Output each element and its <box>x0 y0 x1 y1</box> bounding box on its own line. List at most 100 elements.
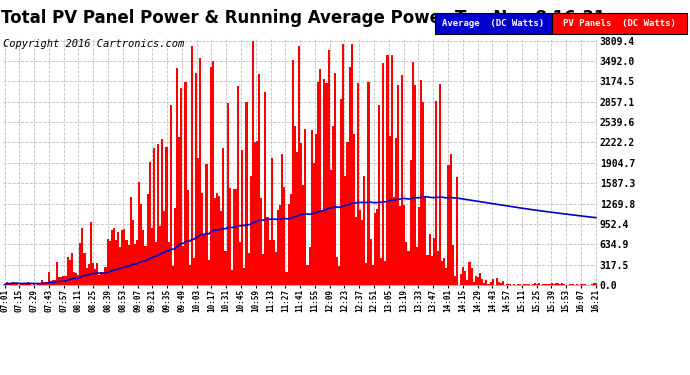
Bar <box>410 160 412 285</box>
Bar <box>136 240 138 285</box>
Bar <box>422 102 424 285</box>
Bar <box>298 46 300 285</box>
Bar <box>33 284 35 285</box>
Bar <box>359 210 361 285</box>
Text: Total PV Panel Power & Running Average Power Tue Nov 8 16:31: Total PV Panel Power & Running Average P… <box>1 9 606 27</box>
Bar <box>485 280 487 285</box>
Bar <box>544 284 546 285</box>
Bar <box>376 209 378 285</box>
Bar <box>492 279 494 285</box>
Bar <box>256 141 258 285</box>
Bar <box>153 148 155 285</box>
Bar <box>477 277 479 285</box>
Bar <box>197 158 199 285</box>
Bar <box>397 85 399 285</box>
Bar <box>433 238 435 285</box>
Bar <box>178 137 180 285</box>
Text: Copyright 2016 Cartronics.com: Copyright 2016 Cartronics.com <box>3 39 185 50</box>
Bar <box>561 284 563 285</box>
Bar <box>424 196 426 285</box>
Bar <box>96 263 98 285</box>
Bar <box>563 284 565 285</box>
Bar <box>370 239 372 285</box>
Bar <box>161 139 164 285</box>
Bar <box>559 284 561 285</box>
Bar <box>498 282 500 285</box>
Bar <box>445 268 447 285</box>
Bar <box>14 283 16 285</box>
Bar <box>388 136 391 285</box>
Bar <box>235 189 237 285</box>
Bar <box>328 50 330 285</box>
Bar <box>176 68 178 285</box>
Bar <box>412 62 414 285</box>
Bar <box>164 211 166 285</box>
Bar <box>595 284 597 285</box>
Bar <box>155 242 157 285</box>
Bar <box>148 162 150 285</box>
Bar <box>201 193 204 285</box>
Bar <box>435 101 437 285</box>
Bar <box>593 284 595 285</box>
Bar <box>502 281 504 285</box>
Bar <box>340 99 342 285</box>
Bar <box>386 56 388 285</box>
Bar <box>138 182 140 285</box>
Bar <box>239 242 241 285</box>
Bar <box>418 207 420 285</box>
Bar <box>279 206 282 285</box>
Bar <box>351 44 353 285</box>
Bar <box>393 197 395 285</box>
Bar <box>296 152 298 285</box>
Bar <box>447 165 450 285</box>
Bar <box>266 217 268 285</box>
Bar <box>378 105 380 285</box>
Bar <box>315 134 317 285</box>
Bar <box>346 142 348 285</box>
Bar <box>199 58 201 285</box>
Bar <box>321 211 324 285</box>
Bar <box>204 235 206 285</box>
Bar <box>142 230 144 285</box>
Bar <box>119 247 121 285</box>
Bar <box>527 284 529 285</box>
Bar <box>584 284 586 285</box>
Bar <box>222 148 224 285</box>
Bar <box>22 284 24 285</box>
Bar <box>384 261 386 285</box>
Bar <box>184 82 186 285</box>
Bar <box>403 205 405 285</box>
Bar <box>531 284 534 285</box>
Bar <box>172 266 174 285</box>
Bar <box>582 284 584 285</box>
Bar <box>366 263 368 285</box>
Bar <box>275 252 277 285</box>
Bar <box>534 283 536 285</box>
Bar <box>106 239 108 285</box>
Bar <box>144 246 146 285</box>
Bar <box>170 105 172 285</box>
Bar <box>115 240 117 285</box>
Bar <box>302 184 304 285</box>
Text: Average  (DC Watts): Average (DC Watts) <box>442 19 544 28</box>
Bar <box>496 278 498 285</box>
Bar <box>538 284 540 285</box>
Bar <box>92 263 94 285</box>
Bar <box>395 138 397 285</box>
Bar <box>523 284 525 285</box>
Bar <box>361 220 363 285</box>
Bar <box>94 269 96 285</box>
Bar <box>241 150 244 285</box>
Bar <box>56 261 58 285</box>
Bar <box>260 198 262 285</box>
Bar <box>332 126 334 285</box>
Bar <box>292 60 294 285</box>
Bar <box>104 267 106 285</box>
Bar <box>372 265 374 285</box>
Bar <box>262 254 264 285</box>
Bar <box>73 272 75 285</box>
Bar <box>237 86 239 285</box>
Bar <box>408 251 410 285</box>
Bar <box>146 194 148 285</box>
Bar <box>83 253 86 285</box>
